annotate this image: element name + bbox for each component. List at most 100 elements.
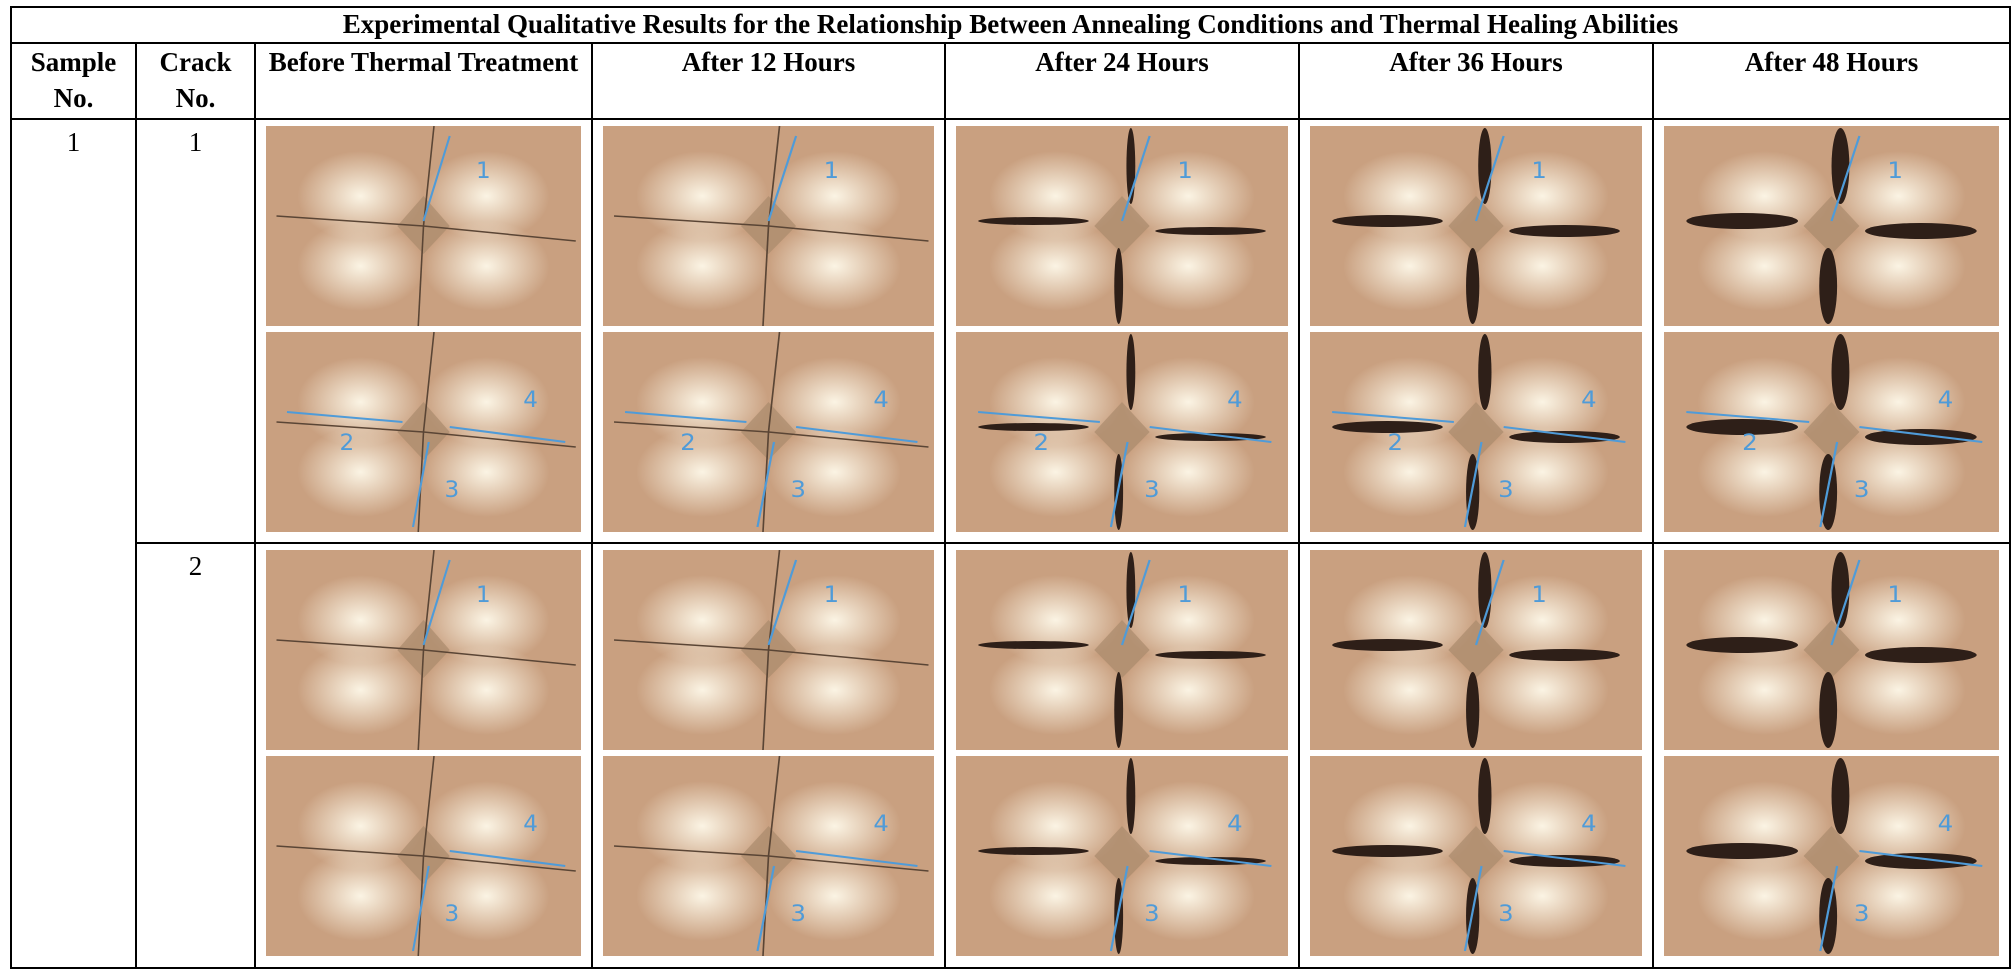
column-header: After 48 Hours: [1653, 43, 2010, 119]
crack-label: 4: [873, 812, 888, 837]
sample-cell: 1: [11, 119, 136, 968]
crack-label: 3: [791, 902, 806, 927]
micrograph: 34: [266, 756, 581, 956]
glow: [298, 645, 424, 735]
healed-crack: [1114, 672, 1123, 748]
glow: [298, 851, 424, 941]
healed-crack: [1819, 248, 1837, 324]
healed-crack: [1686, 843, 1798, 859]
healed-crack: [1865, 429, 1977, 445]
healed-crack: [1832, 334, 1850, 410]
healed-crack: [1686, 213, 1798, 229]
crack-label: 2: [340, 430, 355, 455]
crack-label: 3: [791, 478, 806, 503]
crack-label: 1: [824, 159, 839, 184]
results-table: Experimental Qualitative Results for the…: [10, 6, 2011, 969]
healed-crack: [1819, 672, 1837, 748]
healed-crack: [1509, 225, 1620, 237]
crack-cell: 2: [136, 543, 255, 968]
micrograph: 1: [603, 550, 934, 750]
crack-label: 1: [1177, 158, 1192, 184]
glow: [298, 221, 424, 311]
image-cell: 134: [945, 543, 1299, 968]
crack-label: 4: [1938, 811, 1954, 836]
healed-crack: [1466, 248, 1479, 324]
image-cell: 134: [1299, 543, 1653, 968]
crack-label: 3: [1498, 901, 1513, 927]
healed-crack: [1478, 334, 1491, 410]
micrograph: 1: [1664, 126, 1999, 326]
crack-label: 4: [1581, 811, 1596, 837]
glow: [298, 427, 424, 517]
healed-crack: [978, 217, 1089, 225]
crack-label: 2: [1387, 430, 1402, 456]
image-cell: 1 2 3 4: [1299, 119, 1653, 543]
glow: [636, 427, 768, 517]
crack-label: 3: [1854, 477, 1870, 502]
page: Experimental Qualitative Results for the…: [0, 0, 2013, 960]
micrograph: 234: [956, 332, 1288, 532]
column-header: After 36 Hours: [1299, 43, 1653, 119]
glow: [424, 645, 550, 735]
column-header: After 24 Hours: [945, 43, 1299, 119]
healed-crack: [978, 641, 1089, 649]
micrograph: 2 3 4: [266, 332, 581, 532]
table-row: 1112341234123412341234: [11, 119, 2010, 543]
crack-label: 3: [445, 901, 460, 926]
micrograph: 1: [603, 126, 934, 326]
healed-crack: [1332, 845, 1443, 857]
micrograph: 1: [956, 550, 1288, 750]
glow: [1343, 851, 1476, 941]
healed-crack: [1509, 649, 1620, 661]
healed-crack: [1332, 639, 1443, 651]
healed-crack: [1155, 227, 1266, 235]
healed-crack: [1865, 647, 1977, 663]
healed-crack: [1865, 853, 1977, 869]
crack-label: 3: [1498, 477, 1513, 503]
glow: [769, 427, 901, 517]
micrograph: 1: [1664, 550, 1999, 750]
crack-label: 1: [1887, 582, 1903, 607]
glow: [1698, 221, 1832, 311]
micrograph: 34: [603, 756, 934, 956]
healed-crack: [1865, 223, 1977, 239]
micrograph: 1: [1310, 550, 1642, 750]
glow: [769, 221, 901, 311]
micrograph: 2 3 4: [1310, 332, 1642, 532]
micrograph: 34: [1664, 756, 1999, 956]
micrograph: 234: [603, 332, 934, 532]
glow: [636, 221, 768, 311]
micrograph: 234: [1664, 332, 1999, 532]
crack-label: 3: [1144, 901, 1159, 927]
crack-label: 3: [1144, 477, 1159, 503]
column-header: Crack No.: [136, 43, 255, 119]
healed-crack: [1332, 215, 1443, 227]
crack-label: 3: [445, 477, 460, 502]
healed-crack: [1686, 637, 1798, 653]
glow: [1698, 851, 1832, 941]
micrograph: 1: [266, 550, 581, 750]
crack-label: 4: [523, 387, 538, 412]
glow: [1343, 427, 1476, 517]
glow: [424, 427, 550, 517]
table-title: Experimental Qualitative Results for the…: [11, 7, 2010, 43]
healed-crack: [1114, 248, 1123, 324]
crack-label: 3: [1854, 901, 1870, 926]
micrograph: 1: [956, 126, 1288, 326]
glow: [1343, 645, 1476, 735]
micrograph: 1: [1310, 126, 1642, 326]
healed-crack: [1155, 651, 1266, 659]
healed-crack: [1509, 855, 1620, 867]
glow: [1698, 427, 1832, 517]
micrograph: 34: [1310, 756, 1642, 956]
crack-label: 1: [824, 583, 839, 608]
glow: [1343, 221, 1476, 311]
crack-label: 4: [873, 388, 888, 413]
crack-label: 4: [1581, 387, 1596, 413]
glow: [1698, 645, 1832, 735]
glow: [989, 851, 1122, 941]
